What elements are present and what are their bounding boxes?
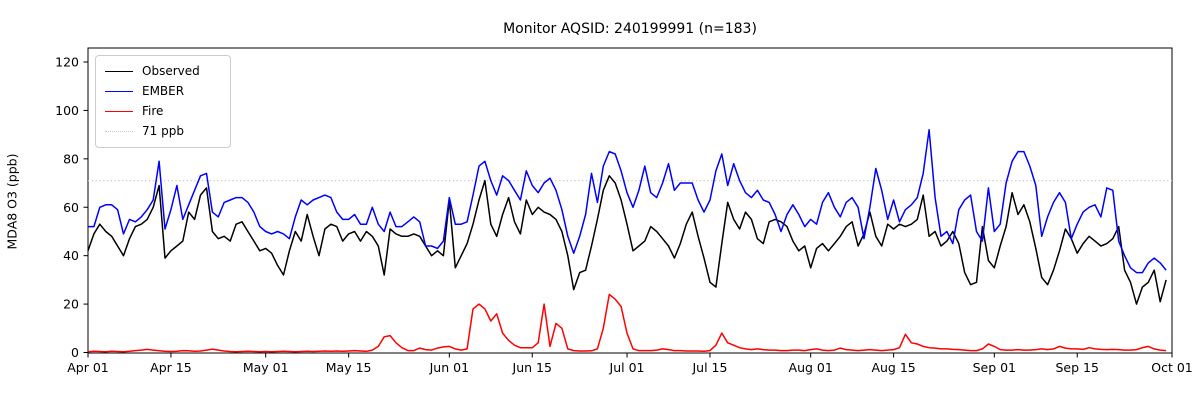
legend-label-ember: EMBER (142, 84, 185, 98)
x-tick-label: Sep 15 (1055, 360, 1098, 375)
x-tick-label: Jul 01 (609, 360, 645, 375)
series-line-fire (87, 293, 1167, 353)
ember-line-swatch (105, 90, 133, 92)
x-tick-label: Jun 15 (512, 360, 552, 375)
y-tick-label: 40 (63, 248, 79, 263)
y-tick-label: 60 (63, 200, 79, 215)
threshold-line-swatch (105, 130, 133, 132)
y-tick-label: 100 (55, 103, 79, 118)
y-tick-label: 0 (71, 345, 79, 360)
x-tick-label: Aug 01 (789, 360, 833, 375)
observed-line-swatch (105, 70, 133, 72)
y-tick-label: 120 (55, 55, 79, 70)
x-tick-label: May 01 (243, 360, 289, 375)
x-tick-label: Jun 01 (429, 360, 469, 375)
x-tick-label: Apr 15 (150, 360, 192, 375)
x-tick-label: Jul 15 (691, 360, 727, 375)
x-tick-label: Oct 01 (1151, 360, 1193, 375)
y-axis-label: MDA8 O3 (ppb) (4, 153, 20, 250)
y-tick-label: 20 (63, 297, 79, 312)
legend-item-fire: Fire (96, 101, 230, 121)
x-tick-label: Aug 15 (871, 360, 915, 375)
axes-frame (87, 47, 1173, 354)
legend-label-observed: Observed (142, 64, 200, 78)
y-tick-label: 80 (63, 151, 79, 166)
legend-item-threshold: 71 ppb (96, 121, 230, 141)
legend-label-fire: Fire (142, 104, 164, 118)
legend-item-ember: EMBER (96, 81, 230, 101)
legend: Observed EMBER Fire 71 ppb (95, 55, 231, 148)
x-tick-label: Sep 01 (973, 360, 1016, 375)
chart-title: Monitor AQSID: 240199991 (n=183) (503, 21, 757, 37)
legend-item-observed: Observed (96, 61, 230, 81)
x-tick-label: May 15 (326, 360, 372, 375)
x-tick-label: Apr 01 (67, 360, 109, 375)
series-line-observed (87, 175, 1167, 305)
series-line-ember (88, 129, 1167, 274)
fire-line-swatch (105, 110, 133, 112)
legend-label-threshold: 71 ppb (142, 124, 184, 138)
